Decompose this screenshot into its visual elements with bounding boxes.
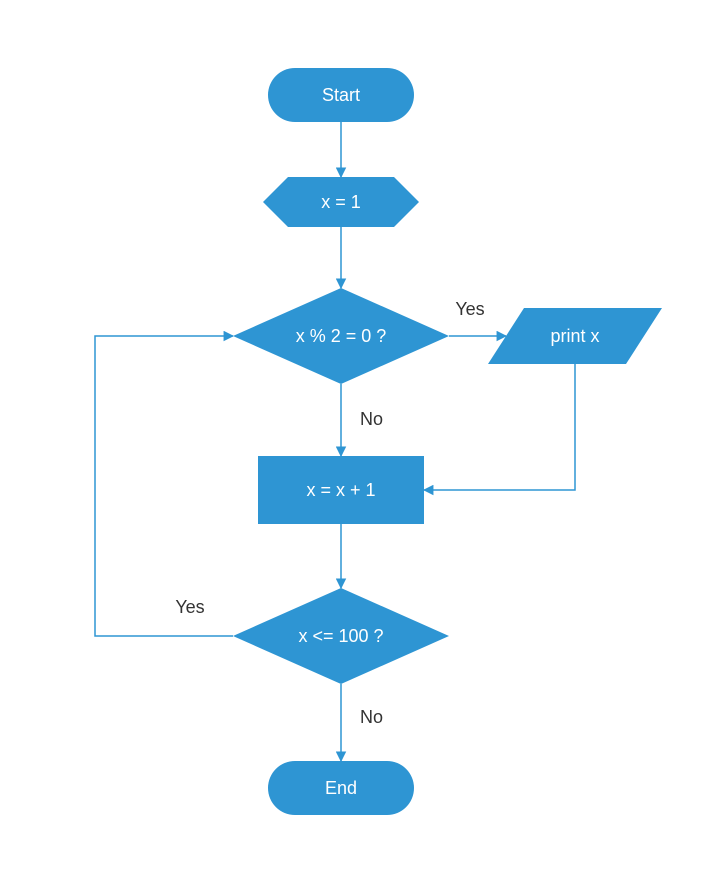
- edge-label-cond2-cond1: Yes: [175, 597, 204, 617]
- edge-label-cond1-inc: No: [360, 409, 383, 429]
- node-print-label: print x: [550, 326, 599, 346]
- node-print: print x: [488, 308, 662, 364]
- edge-cond2-to-cond1: [95, 336, 233, 636]
- node-end: End: [268, 761, 414, 815]
- node-start: Start: [268, 68, 414, 122]
- node-end-label: End: [325, 778, 357, 798]
- flowchart-canvas: Yes No Yes No Start x = 1 x % 2 = 0 ? print x x …: [0, 0, 714, 870]
- nodes-group: Start x = 1 x % 2 = 0 ? print x x = x + 1 x <…: [233, 68, 662, 815]
- node-start-label: Start: [322, 85, 360, 105]
- node-init: x = 1: [263, 177, 419, 227]
- node-cond2-label: x <= 100 ?: [298, 626, 383, 646]
- edge-print-to-inc: [424, 364, 575, 490]
- edge-label-cond1-print: Yes: [455, 299, 484, 319]
- node-cond2: x <= 100 ?: [233, 588, 449, 684]
- node-inc-label: x = x + 1: [306, 480, 375, 500]
- node-init-label: x = 1: [321, 192, 361, 212]
- node-inc: x = x + 1: [258, 456, 424, 524]
- node-cond1-label: x % 2 = 0 ?: [296, 326, 387, 346]
- node-cond1: x % 2 = 0 ?: [233, 288, 449, 384]
- edge-label-cond2-end: No: [360, 707, 383, 727]
